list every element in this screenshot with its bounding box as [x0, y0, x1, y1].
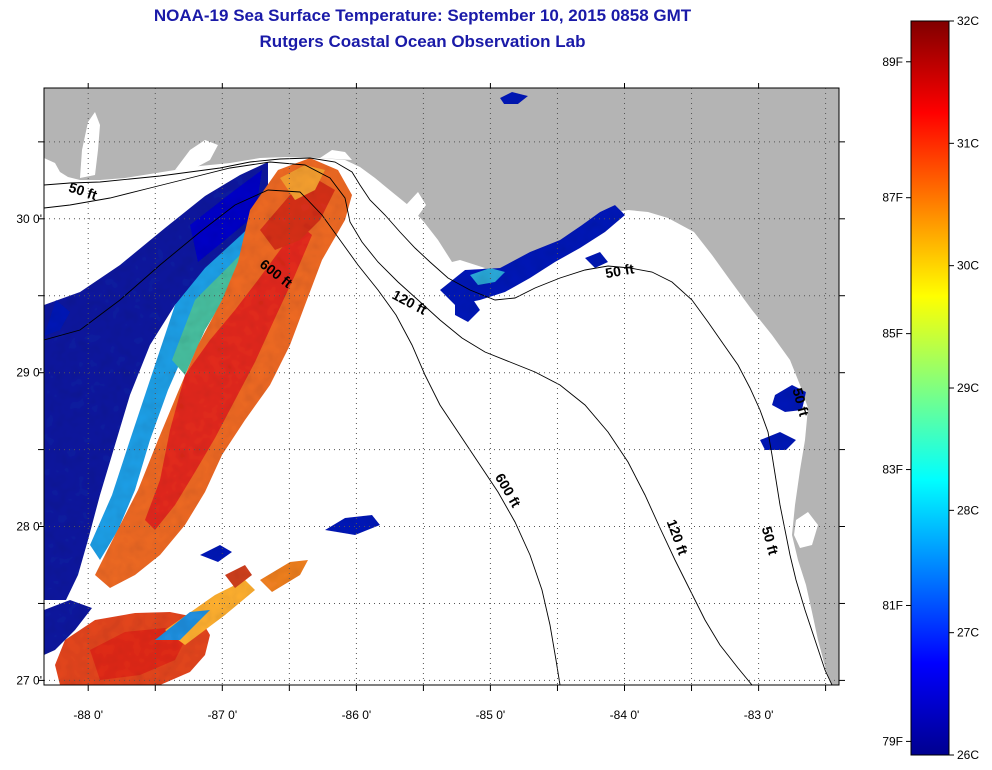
coastal-bays: [175, 140, 485, 274]
colorbar-fahrenheit-label: 87F: [882, 191, 903, 205]
contour-50ft-west: [44, 157, 833, 685]
lat-tick-label: 30 0': [16, 212, 42, 226]
colorbar-fahrenheit-label: 83F: [882, 463, 903, 477]
colorbar-celsius-label: 30C: [957, 259, 979, 273]
lon-tick-label: -83 0': [744, 708, 774, 722]
colorbar-fahrenheit-label: 89F: [882, 55, 903, 69]
colorbar-ticks: 32C 31C 30C 29C 28C 27C 26C 89F 87F 85F 83F 81F 79F: [882, 14, 979, 762]
map-title: NOAA-19 Sea Surface Temperature: Septemb…: [153, 6, 692, 25]
colorbar: [910, 20, 950, 756]
lon-tick-label: -88 0': [73, 708, 103, 722]
colorbar-fahrenheit-label: 79F: [882, 734, 903, 748]
contour-120ft: [44, 161, 753, 685]
lon-tick-label: -86 0': [342, 708, 372, 722]
contour-label: 50 ft: [789, 386, 812, 418]
contour-600ft: [44, 189, 561, 685]
lon-tick-label: -84 0': [610, 708, 640, 722]
colorbar-celsius-label: 27C: [957, 626, 979, 640]
colorbar-fahrenheit-label: 81F: [882, 598, 903, 612]
axis-ticks: -88 0' -87 0' -86 0' -85 0' -84 0' -83 0' 30 0…: [16, 83, 845, 722]
map-frame: [43, 87, 840, 686]
colorbar-fahrenheit-label: 85F: [882, 327, 903, 341]
land-mass: [44, 88, 839, 685]
mobile-bay: [80, 112, 100, 178]
colorbar-celsius-label: 31C: [957, 136, 979, 150]
colorbar-celsius-label: 28C: [957, 503, 979, 517]
contour-label: 50 ft: [604, 260, 635, 281]
map-subtitle: Rutgers Coastal Ocean Observation Lab: [259, 32, 586, 51]
lat-tick-label: 28 0': [16, 520, 42, 534]
isobath-contours: [44, 157, 833, 685]
colorbar-celsius-label: 29C: [957, 381, 979, 395]
contour-label: 50 ft: [759, 525, 782, 557]
lon-tick-label: -87 0': [207, 708, 237, 722]
lat-tick-label: 29 0': [16, 366, 42, 380]
colorbar-celsius-label: 26C: [957, 748, 979, 762]
lat-tick-label: 27 0': [16, 673, 42, 687]
sst-data-layer: [44, 92, 806, 685]
tampa-bay: [794, 512, 818, 548]
lon-tick-label: -85 0': [476, 708, 506, 722]
colorbar-celsius-label: 32C: [957, 14, 979, 28]
